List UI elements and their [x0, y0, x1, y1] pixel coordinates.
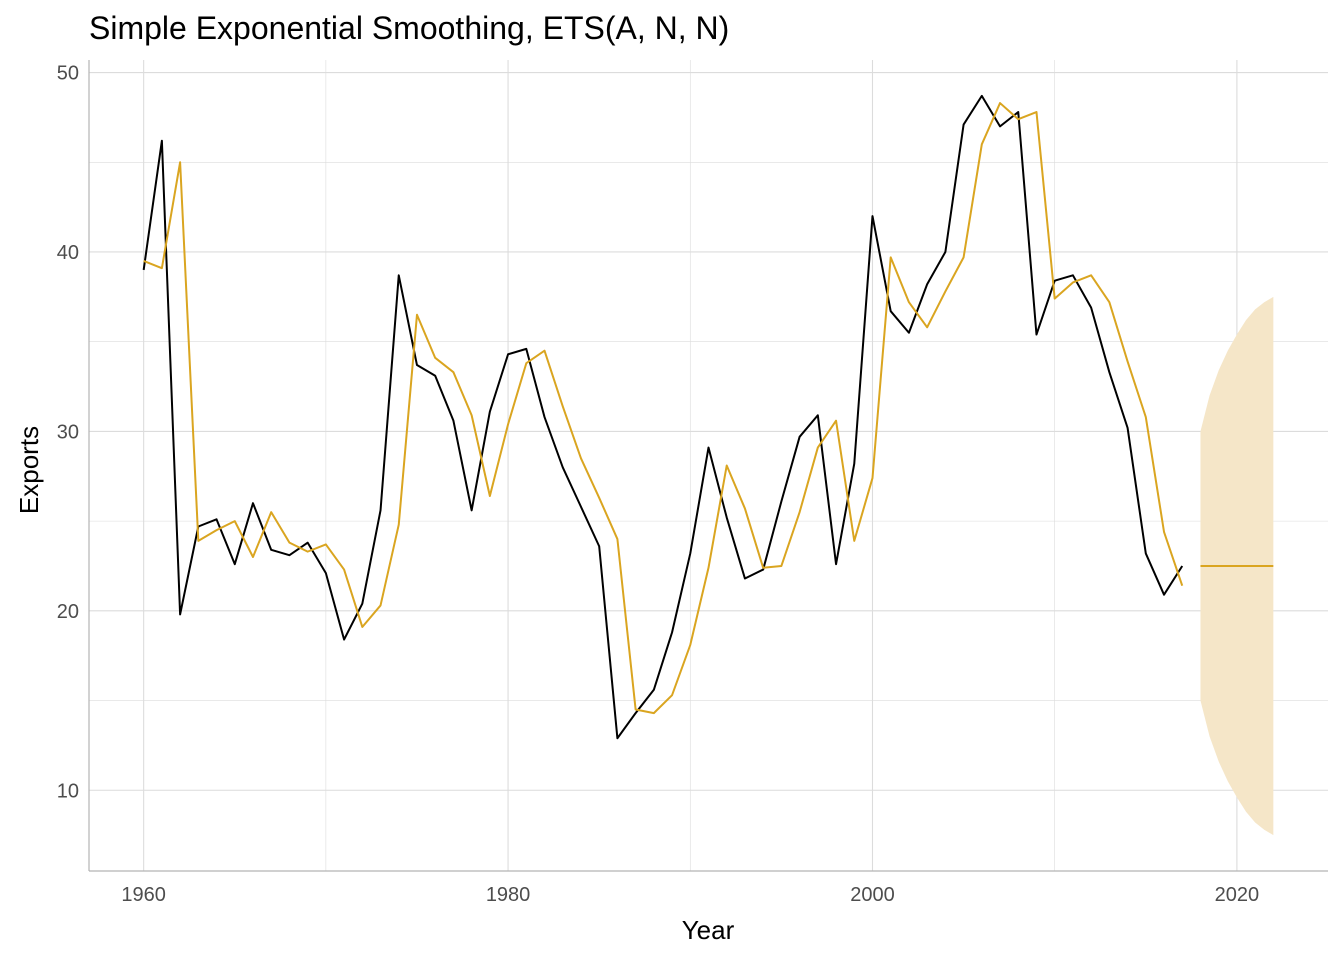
y-axis-title: Exports — [14, 426, 44, 514]
x-axis-title: Year — [682, 915, 735, 945]
x-tick-label: 2000 — [850, 884, 895, 906]
fitted-series-line — [143, 102, 1184, 715]
grid-lines — [89, 60, 1328, 871]
y-tick-label: 10 — [57, 780, 79, 802]
y-tick-label: 40 — [57, 242, 79, 264]
axes — [88, 60, 1328, 872]
series-lines — [142, 94, 1274, 740]
y-tick-label: 30 — [57, 421, 79, 443]
x-tick-label: 1980 — [486, 884, 531, 906]
x-tick-label: 1960 — [121, 884, 166, 906]
y-tick-label: 50 — [57, 63, 79, 85]
chart-title: Simple Exponential Smoothing, ETS(A, N, … — [89, 10, 730, 46]
observed-series-line — [142, 94, 1184, 740]
y-tick-label: 20 — [57, 601, 79, 623]
tick-labels: 1960 1980 2000 2020 10 20 30 40 50 — [57, 63, 1259, 906]
x-tick-label: 2020 — [1215, 884, 1260, 906]
